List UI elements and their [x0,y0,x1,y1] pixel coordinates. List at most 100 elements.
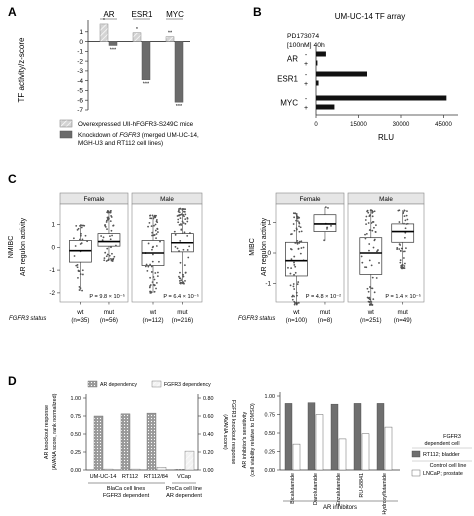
c-point [324,206,327,208]
a-sig-top: * [136,27,139,33]
c-point [327,207,329,209]
c-point [375,277,378,279]
c-point [183,231,186,234]
c-cat-label: mut [104,309,115,316]
c-point [177,218,180,221]
c-point [154,223,157,226]
c-cat-label: wt [149,309,156,316]
c-point [184,218,187,221]
a-bar-overexpressed [165,36,175,42]
c-point [370,222,373,224]
c-point [376,249,379,252]
c-point [290,233,292,236]
c-point [174,233,177,236]
c-point [179,213,182,216]
c-point [156,227,159,230]
c-point [151,260,154,263]
c-point [403,250,406,253]
b-row-label: ESR1 [277,75,298,84]
c-pvalue: P = 6.4 × 10⁻⁵ [163,293,199,300]
inhib-bar-lncap [384,426,393,471]
c-point [150,271,153,273]
c-point [144,265,147,268]
c-point [366,210,368,213]
c-point [81,238,84,241]
b-xtick-label: 0 [314,122,318,128]
a-ytick-label: -7 [77,107,83,114]
c-point [100,235,103,237]
c-point [295,291,298,294]
c-cat-n: (n=49) [394,317,412,324]
c-point [103,257,106,260]
c-cat-n: (n=56) [100,317,118,324]
c-point [156,221,159,224]
panel-b-xlabel: RLU [378,133,394,142]
c-ytick-label: 1 [51,222,55,229]
c-point [155,237,157,240]
c-point [330,224,332,227]
c-point [293,295,295,298]
c-point [179,207,182,210]
c-point [396,246,399,249]
c-point [156,218,158,221]
c-point [368,286,371,288]
b-xtick-label: 15000 [350,122,367,128]
c-point [147,265,150,268]
legend-swatch-ar-dependency [87,380,98,388]
c-cat-label: wt [76,309,83,316]
panel-d-left-ylabel2: (AVANA score, rank normalized) [52,393,58,470]
c-point [371,212,374,214]
b-bar [316,95,447,101]
c-point [295,219,298,222]
c-point [399,261,402,264]
c-point [147,242,150,245]
panel-a-group-labels: AR ESR1 MYC [100,10,184,20]
c-point [373,226,375,229]
c-point [75,224,78,227]
c-pvalue: P = 1.4 × 10⁻⁵ [385,293,421,300]
panel-d-inhib-group-label: AR inhibitors [323,505,357,511]
c-point [398,243,401,245]
c-point [152,283,155,286]
panel-c-right-ylabel1: MIBC [249,238,256,256]
c-point [77,227,80,230]
inhib-bar-rt112 [376,403,385,471]
c-point [153,278,156,281]
c-point [112,224,114,227]
c-point [184,279,186,282]
c-point [73,255,76,257]
c-point [154,216,157,219]
c-point [297,301,300,304]
c-point [298,221,301,224]
c-point [86,240,89,243]
c-point [302,246,305,249]
c-point [371,215,374,218]
inhib-ytick-label: 0.00 [265,468,276,474]
c-point [296,294,298,297]
c-point [156,275,159,278]
c-point [404,227,407,230]
c-point [296,283,299,286]
c-point [183,215,185,218]
a-group-label: MYC [166,10,184,19]
c-point [372,298,375,301]
c-cat-n: (n=100) [286,317,308,324]
c-pvalue: P = 4.8 × 10⁻² [306,294,341,300]
c-point [84,234,87,237]
c-point [178,250,180,252]
panel-a-bars: ************* [99,18,184,110]
c-point [183,282,185,285]
c-ytick-label: -2 [49,290,55,297]
c-point [368,296,371,299]
c-point [293,229,296,232]
c-point [179,261,182,264]
panel-d-left-ylabel1: AR knockout response [44,405,50,459]
c-point [157,231,159,233]
panel-letter-a: A [8,5,17,19]
panel-c-left-ylabel1: NMIBC [8,236,15,259]
c-point [104,226,107,228]
c-point [296,302,299,305]
c-point [149,263,151,266]
c-point [293,255,296,258]
a-ytick-label: -1 [77,49,83,56]
